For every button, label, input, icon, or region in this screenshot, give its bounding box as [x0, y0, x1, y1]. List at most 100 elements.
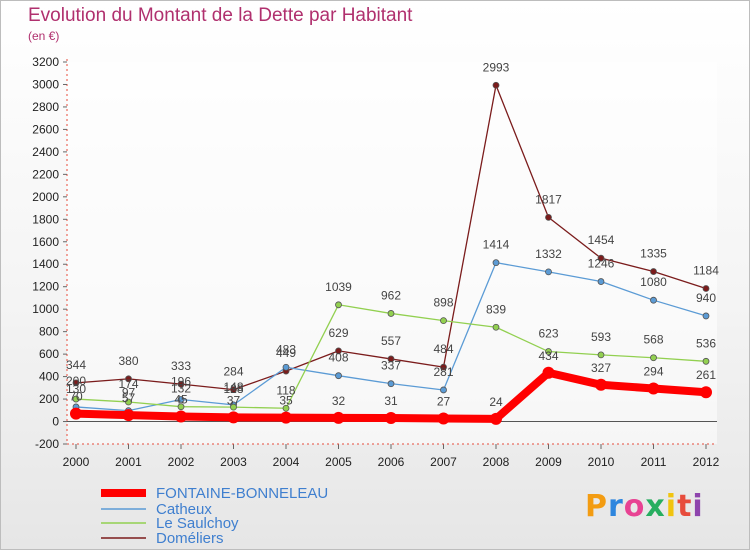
y-tick-label: 1600 [32, 235, 59, 249]
data-label: 536 [696, 336, 716, 350]
data-point [72, 395, 80, 403]
x-tick-label: 2001 [115, 455, 142, 469]
data-label: 284 [223, 365, 243, 379]
data-point [440, 363, 447, 371]
data-point [177, 380, 185, 388]
data-point [177, 396, 185, 403]
data-label: 174 [118, 377, 138, 391]
data-label: 1246 [588, 257, 615, 271]
data-label: 327 [591, 361, 611, 375]
data-label: 344 [66, 358, 86, 372]
legend-label: FONTAINE-BONNELEAU [156, 485, 328, 502]
data-point [650, 354, 657, 362]
data-label: 623 [538, 327, 558, 341]
data-point [387, 310, 395, 317]
data-point [335, 301, 342, 309]
data-point [492, 323, 500, 331]
data-point [230, 386, 237, 394]
x-tick-label: 2006 [378, 455, 405, 469]
data-point [597, 278, 605, 285]
data-label: 434 [538, 349, 558, 363]
x-tick-label: 2008 [483, 455, 510, 469]
data-point [282, 404, 290, 412]
proxiti-logo: Proxiti [585, 489, 704, 524]
y-tick-label: 2600 [32, 122, 59, 136]
logo-letter: o [623, 489, 646, 524]
data-label: 118 [276, 383, 295, 397]
data-label: 97 [122, 386, 136, 400]
data-point [650, 296, 657, 304]
data-point [125, 375, 132, 383]
data-label: 568 [643, 333, 663, 347]
data-label: 1332 [535, 247, 562, 261]
data-point [175, 410, 187, 423]
x-tick-label: 2004 [273, 455, 300, 469]
data-label: 1414 [483, 238, 510, 252]
data-point [700, 386, 712, 399]
data-label: 1184 [693, 264, 719, 278]
data-point [335, 347, 342, 355]
data-point [282, 363, 290, 371]
y-tick-label: 3000 [32, 77, 59, 91]
y-tick-label: 1000 [32, 302, 59, 316]
data-label: 32 [332, 394, 346, 408]
data-label: 31 [384, 394, 398, 408]
x-tick-label: 2011 [641, 455, 667, 469]
data-label: 1454 [588, 233, 615, 247]
data-label: 593 [591, 330, 611, 344]
y-tick-label: 600 [39, 347, 59, 361]
data-point [650, 268, 657, 275]
legend-label: Doméliers [156, 530, 224, 547]
x-tick-label: 2003 [220, 455, 247, 469]
chart-subtitle: (en €) [28, 29, 60, 43]
data-label: 196 [171, 375, 191, 389]
data-point [440, 386, 447, 394]
data-point [387, 380, 395, 388]
data-point [542, 366, 555, 379]
data-point [492, 81, 500, 89]
logo-letter: t [677, 489, 693, 524]
data-label: 2993 [483, 60, 510, 74]
data-point [440, 317, 447, 325]
x-tick-label: 2012 [693, 455, 720, 469]
data-label: 940 [696, 291, 716, 305]
x-tick-label: 2000 [63, 455, 90, 469]
data-label: 70 [69, 390, 83, 404]
y-tick-label: 1400 [32, 257, 59, 271]
y-tick-label: 0 [52, 415, 59, 429]
data-label: 57 [122, 391, 136, 405]
data-label: 27 [437, 394, 451, 408]
data-label: 1335 [640, 247, 667, 261]
data-label: 37 [227, 393, 241, 407]
data-label: 132 [171, 382, 191, 396]
data-point [437, 412, 450, 425]
x-tick-label: 2009 [535, 455, 562, 469]
data-point [702, 357, 710, 365]
y-tick-label: 2400 [32, 145, 59, 159]
data-point [490, 412, 502, 425]
data-point [385, 412, 397, 425]
logo-letter: i [665, 489, 678, 524]
data-point [597, 351, 605, 359]
data-point [545, 348, 552, 355]
data-point [387, 355, 395, 363]
data-point [702, 312, 710, 320]
data-point [492, 259, 500, 267]
data-point [335, 372, 342, 380]
data-point [545, 268, 552, 276]
data-point [227, 411, 240, 424]
data-label: 380 [118, 354, 138, 368]
data-label: 449 [276, 346, 296, 360]
data-label: 483 [276, 342, 296, 356]
data-label: 408 [328, 351, 348, 365]
y-tick-label: 2800 [32, 100, 59, 114]
x-tick-label: 2005 [325, 455, 352, 469]
y-tick-label: 1800 [32, 212, 59, 226]
data-label: 629 [328, 326, 348, 340]
data-label: 337 [381, 359, 401, 373]
data-label: 200 [66, 374, 86, 388]
data-label: 484 [433, 342, 453, 356]
data-label: 128 [223, 382, 243, 396]
chart-title: Evolution du Montant de la Dette par Hab… [28, 5, 413, 26]
